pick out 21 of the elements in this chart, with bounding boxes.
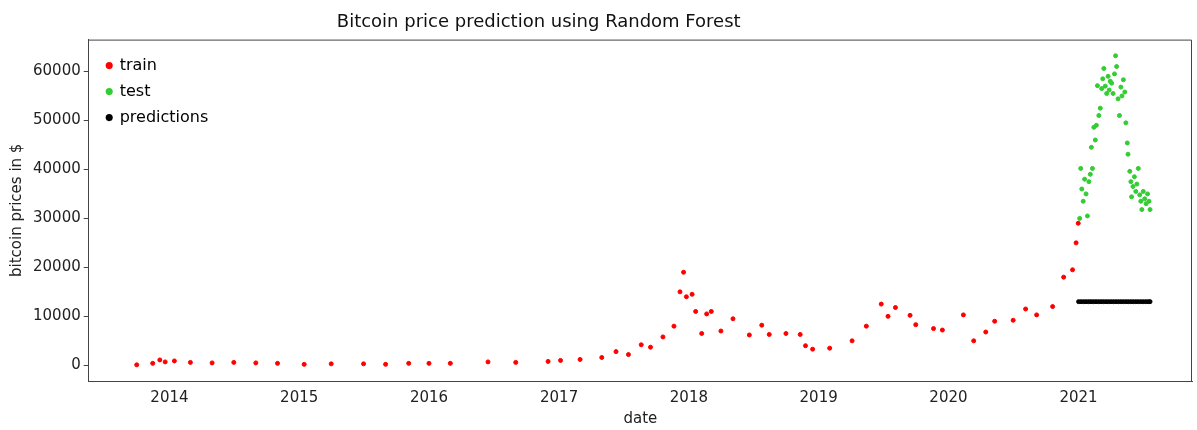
y-axis-title: bitcoin prices in $ xyxy=(6,143,25,277)
y-tick-label: 10000 xyxy=(33,306,81,325)
y-tick-label: 0 xyxy=(71,355,81,374)
x-tick-label: 2018 xyxy=(669,387,708,406)
y-tick-label: 40000 xyxy=(33,159,81,178)
x-tick-label: 2015 xyxy=(280,387,319,406)
x-tick-label: 2017 xyxy=(540,387,579,406)
x-tick-label: 2019 xyxy=(799,387,838,406)
x-tick-label: 2021 xyxy=(1059,387,1098,406)
chart-title: Bitcoin price prediction using Random Forest xyxy=(336,10,741,32)
y-tick-label: 30000 xyxy=(33,208,81,227)
x-tick-label: 2014 xyxy=(150,387,189,406)
legend-label: predictions xyxy=(119,106,209,126)
legend-label: test xyxy=(119,80,151,100)
y-tick-label: 60000 xyxy=(33,61,81,80)
x-tick-label: 2020 xyxy=(929,387,968,406)
x-tick-label: 2016 xyxy=(409,387,449,406)
y-tick-label: 50000 xyxy=(33,110,81,129)
y-tick-label: 20000 xyxy=(33,257,81,276)
legend-label: train xyxy=(119,54,157,74)
x-axis-title: date xyxy=(623,408,658,427)
